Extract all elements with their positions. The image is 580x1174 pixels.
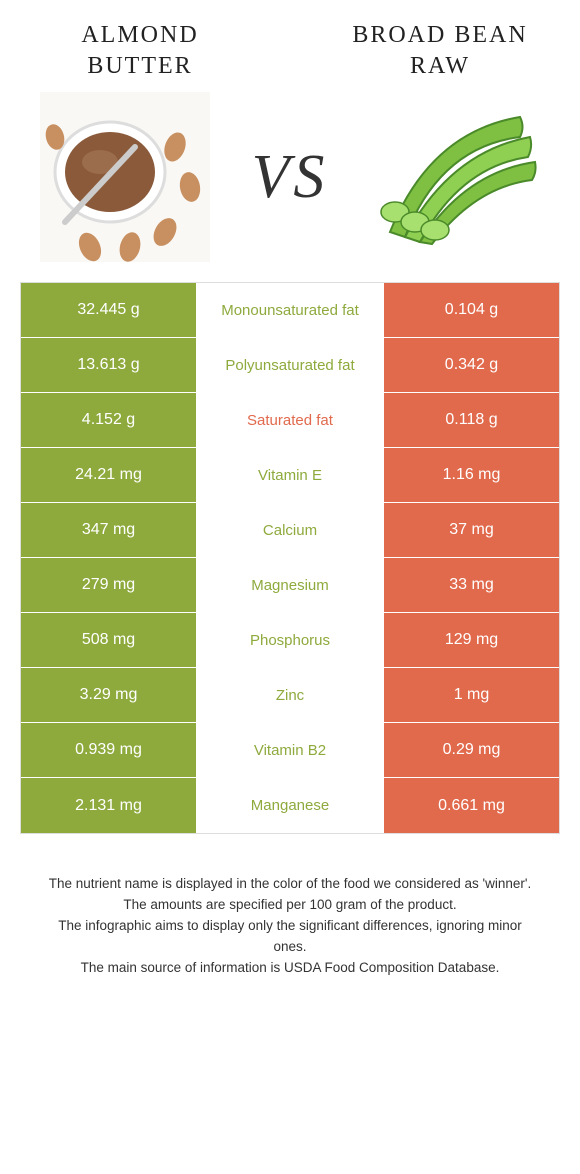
images-row: VS [0, 82, 580, 282]
left-food-title: Almond Butter [40, 20, 240, 82]
left-value-cell: 279 mg [21, 558, 196, 612]
nutrient-label-cell: Zinc [196, 668, 384, 722]
table-row: 279 mgMagnesium33 mg [21, 558, 559, 613]
table-row: 3.29 mgZinc1 mg [21, 668, 559, 723]
left-value-cell: 3.29 mg [21, 668, 196, 722]
table-row: 2.131 mgManganese0.661 mg [21, 778, 559, 833]
footnote-line: The infographic aims to display only the… [40, 916, 540, 958]
right-value-cell: 0.29 mg [384, 723, 559, 777]
right-food-title: Broad Bean Raw [340, 20, 540, 82]
left-value-cell: 13.613 g [21, 338, 196, 392]
table-row: 4.152 gSaturated fat0.118 g [21, 393, 559, 448]
left-food-image [40, 92, 210, 262]
left-value-cell: 347 mg [21, 503, 196, 557]
nutrient-label-cell: Monounsaturated fat [196, 283, 384, 337]
footnotes: The nutrient name is displayed in the co… [40, 874, 540, 979]
header-titles: Almond Butter Broad Bean Raw [0, 0, 580, 82]
nutrient-label-cell: Vitamin B2 [196, 723, 384, 777]
left-value-cell: 0.939 mg [21, 723, 196, 777]
nutrient-label-cell: Polyunsaturated fat [196, 338, 384, 392]
left-value-cell: 508 mg [21, 613, 196, 667]
left-value-cell: 24.21 mg [21, 448, 196, 502]
left-value-cell: 4.152 g [21, 393, 196, 447]
almond-butter-icon [40, 92, 210, 262]
right-value-cell: 1 mg [384, 668, 559, 722]
table-row: 32.445 gMonounsaturated fat0.104 g [21, 283, 559, 338]
broad-bean-icon [370, 92, 540, 262]
footnote-line: The nutrient name is displayed in the co… [40, 874, 540, 895]
table-row: 508 mgPhosphorus129 mg [21, 613, 559, 668]
right-value-cell: 0.661 mg [384, 778, 559, 833]
nutrient-label-cell: Manganese [196, 778, 384, 833]
footnote-line: The amounts are specified per 100 gram o… [40, 895, 540, 916]
table-row: 24.21 mgVitamin E1.16 mg [21, 448, 559, 503]
nutrient-label-cell: Magnesium [196, 558, 384, 612]
right-value-cell: 37 mg [384, 503, 559, 557]
nutrient-label-cell: Vitamin E [196, 448, 384, 502]
right-value-cell: 0.118 g [384, 393, 559, 447]
left-value-cell: 32.445 g [21, 283, 196, 337]
right-value-cell: 129 mg [384, 613, 559, 667]
left-value-cell: 2.131 mg [21, 778, 196, 833]
nutrient-label-cell: Calcium [196, 503, 384, 557]
footnote-line: The main source of information is USDA F… [40, 958, 540, 979]
right-value-cell: 1.16 mg [384, 448, 559, 502]
right-value-cell: 0.104 g [384, 283, 559, 337]
nutrient-label-cell: Phosphorus [196, 613, 384, 667]
infographic-container: Almond Butter Broad Bean Raw VS [0, 0, 580, 979]
right-value-cell: 33 mg [384, 558, 559, 612]
vs-label: VS [252, 142, 329, 213]
table-row: 347 mgCalcium37 mg [21, 503, 559, 558]
right-value-cell: 0.342 g [384, 338, 559, 392]
nutrient-table: 32.445 gMonounsaturated fat0.104 g13.613… [20, 282, 560, 834]
nutrient-label-cell: Saturated fat [196, 393, 384, 447]
table-row: 0.939 mgVitamin B20.29 mg [21, 723, 559, 778]
table-row: 13.613 gPolyunsaturated fat0.342 g [21, 338, 559, 393]
right-food-image [370, 92, 540, 262]
